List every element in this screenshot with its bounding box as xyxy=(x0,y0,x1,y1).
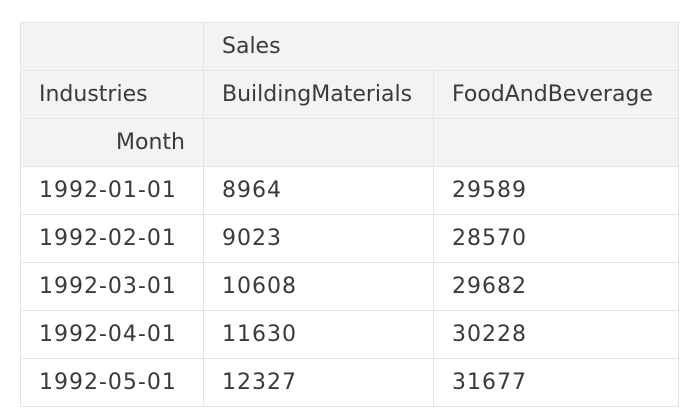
row-index: 1992-04-01 xyxy=(20,310,204,359)
header-row-index-name: Month xyxy=(20,118,679,167)
cell-food-and-beverage: 29682 xyxy=(433,262,679,311)
empty-header-cell xyxy=(203,118,434,167)
column-group-header: Sales xyxy=(203,22,679,71)
row-index: 1992-05-01 xyxy=(20,358,204,407)
cell-food-and-beverage: 29589 xyxy=(433,166,679,215)
table-row: 1992-02-01 9023 28570 xyxy=(20,214,679,263)
table-row: 1992-05-01 12327 31677 xyxy=(20,358,679,407)
table-row: 1992-04-01 11630 30228 xyxy=(20,310,679,359)
cell-food-and-beverage: 30228 xyxy=(433,310,679,359)
cell-building-materials: 12327 xyxy=(203,358,434,407)
corner-cell xyxy=(20,22,204,71)
cell-food-and-beverage: 31677 xyxy=(433,358,679,407)
table-row: 1992-03-01 10608 29682 xyxy=(20,262,679,311)
header-row-columns: Industries BuildingMaterials FoodAndBeve… xyxy=(20,70,679,119)
dataframe-container: Sales Industries BuildingMaterials FoodA… xyxy=(20,22,679,407)
row-index: 1992-01-01 xyxy=(20,166,204,215)
row-index: 1992-03-01 xyxy=(20,262,204,311)
cell-building-materials: 11630 xyxy=(203,310,434,359)
cell-food-and-beverage: 28570 xyxy=(433,214,679,263)
cell-building-materials: 8964 xyxy=(203,166,434,215)
cell-building-materials: 10608 xyxy=(203,262,434,311)
cell-building-materials: 9023 xyxy=(203,214,434,263)
index-name: Month xyxy=(20,118,204,167)
table-row: 1992-01-01 8964 29589 xyxy=(20,166,679,215)
row-index: 1992-02-01 xyxy=(20,214,204,263)
column-header-building-materials: BuildingMaterials xyxy=(203,70,434,119)
column-header-food-and-beverage: FoodAndBeverage xyxy=(433,70,679,119)
columns-level-name: Industries xyxy=(20,70,204,119)
empty-header-cell xyxy=(433,118,679,167)
header-row-group: Sales xyxy=(20,22,679,71)
data-table: Sales Industries BuildingMaterials FoodA… xyxy=(20,22,679,407)
